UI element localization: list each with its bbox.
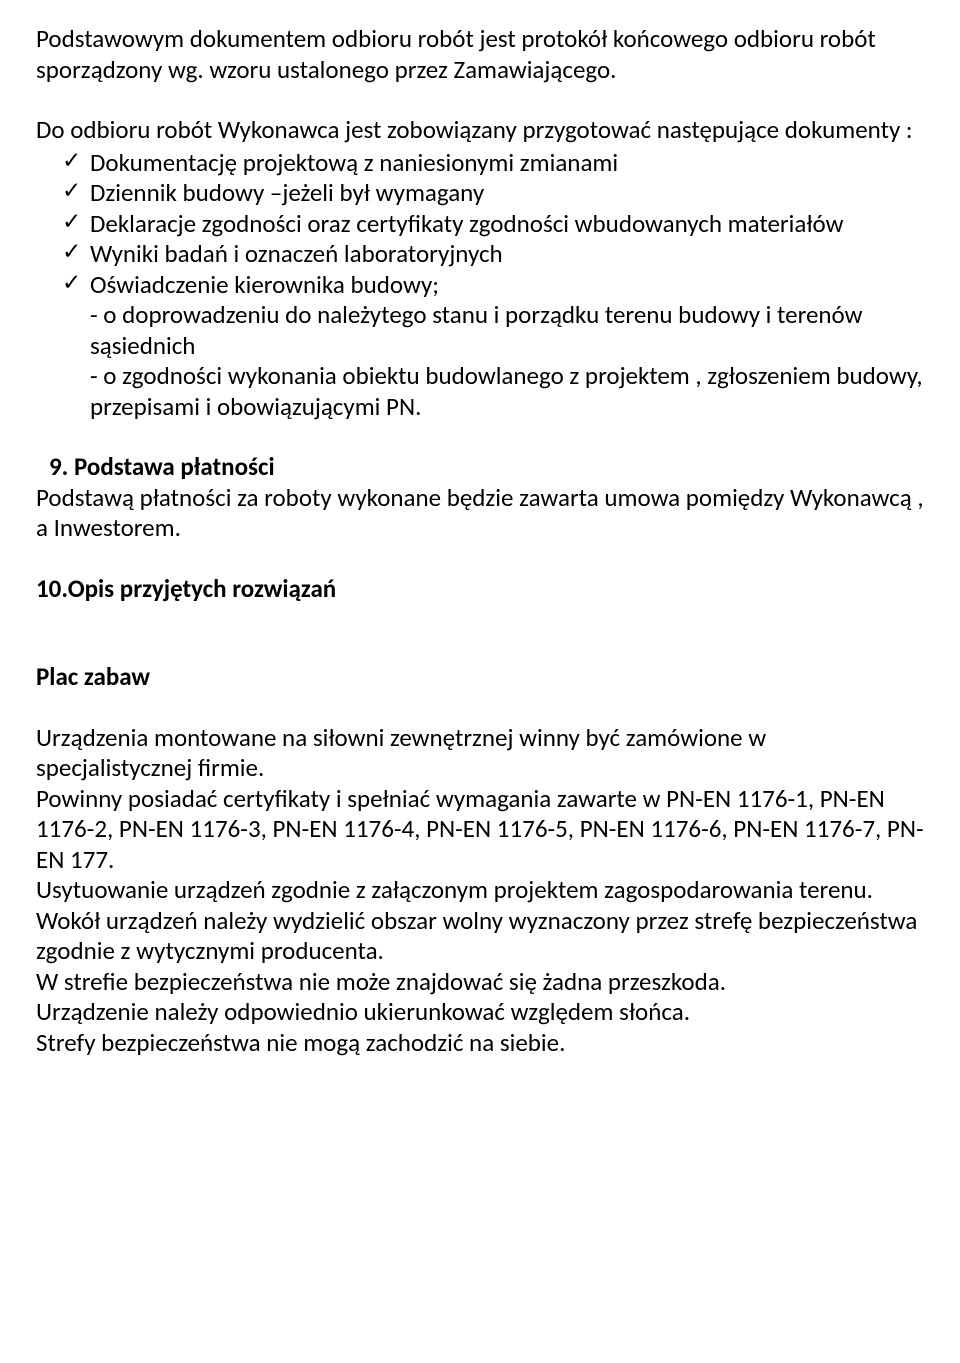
heading-9: 9. Podstawa płatności (36, 452, 924, 483)
paragraph-plac-1: Urządzenia montowane na siłowni zewnętrz… (36, 723, 924, 784)
spacer (36, 604, 924, 662)
heading-10: 10.Opis przyjętych rozwiązań (36, 574, 924, 605)
document-page: Podstawowym dokumentem odbioru robót jes… (0, 0, 960, 1363)
checklist-item: Dokumentację projektową z naniesionymi z… (90, 148, 924, 179)
checklist-item: Wyniki badań i oznaczeń laboratoryjnych (90, 239, 924, 270)
paragraph-plac-5: W strefie bezpieczeństwa nie może znajdo… (36, 967, 924, 998)
heading-plac-zabaw: Plac zabaw (36, 662, 924, 693)
paragraph-plac-4: Wokół urządzeń należy wydzielić obszar w… (36, 906, 924, 967)
paragraph-plac-2: Powinny posiadać certyfikaty i spełniać … (36, 784, 924, 876)
checklist-item: Deklaracje zgodności oraz certyfikaty zg… (90, 209, 924, 240)
document-checklist: Dokumentację projektową z naniesionymi z… (36, 148, 924, 301)
spacer (36, 693, 924, 723)
checklist-item: Oświadczenie kierownika budowy; (90, 270, 924, 301)
checklist-item: Dziennik budowy –jeżeli był wymagany (90, 178, 924, 209)
checklist-subitem: - o doprowadzeniu do należytego stanu i … (36, 300, 924, 361)
checklist-subitem: - o zgodności wykonania obiektu budowlan… (36, 361, 924, 422)
list-intro: Do odbioru robót Wykonawca jest zobowiąz… (36, 115, 924, 146)
paragraph-plac-7: Strefy bezpieczeństwa nie mogą zachodzić… (36, 1028, 924, 1059)
paragraph-intro: Podstawowym dokumentem odbioru robót jes… (36, 24, 924, 85)
paragraph-9: Podstawą płatności za roboty wykonane bę… (36, 483, 924, 544)
paragraph-plac-3: Usytuowanie urządzeń zgodnie z załączony… (36, 875, 924, 906)
paragraph-plac-6: Urządzenie należy odpowiednio ukierunkow… (36, 997, 924, 1028)
